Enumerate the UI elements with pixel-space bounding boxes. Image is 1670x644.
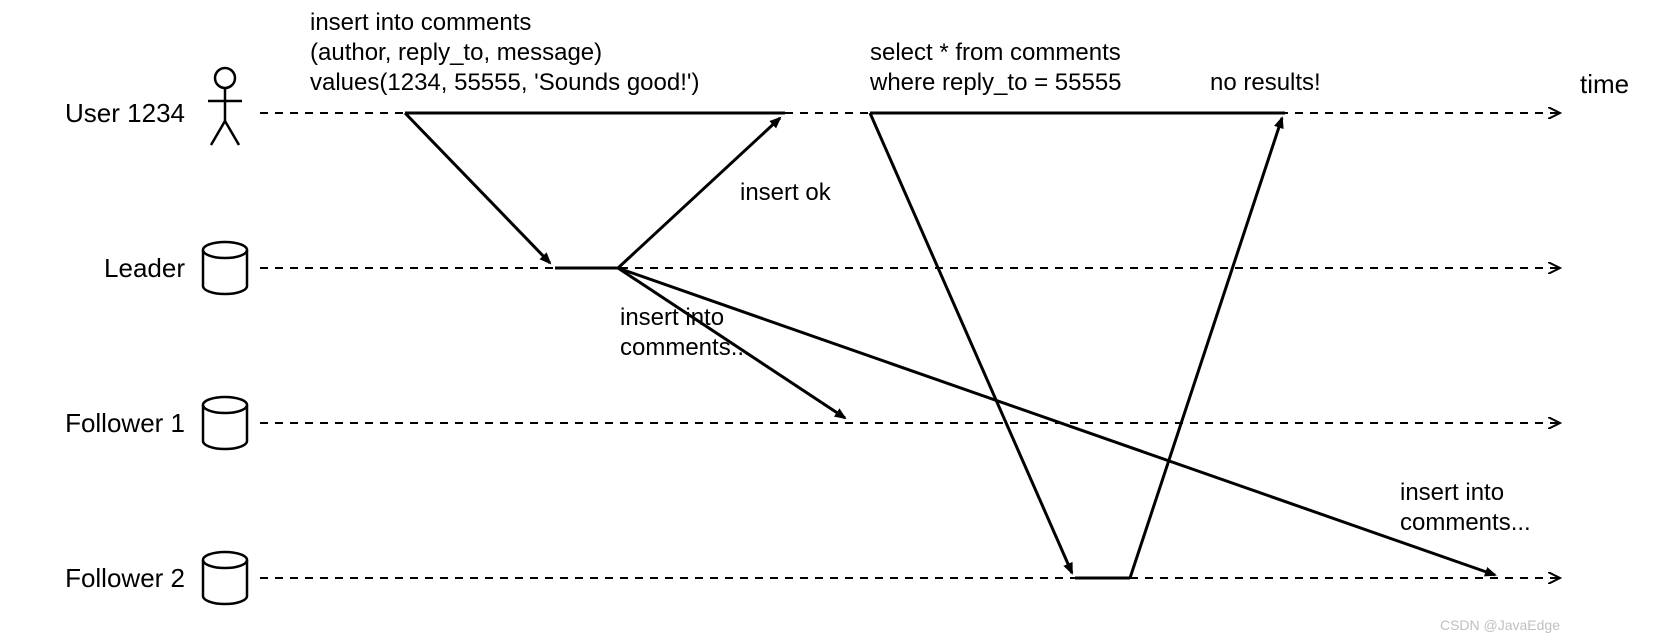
arrow-leader-to-follower2 bbox=[618, 268, 1495, 575]
cylinder-follower1-icon bbox=[203, 397, 247, 449]
select-sql-line1: select * from comments bbox=[870, 39, 1121, 66]
lanes-group bbox=[260, 113, 1560, 578]
insert-sql-line3: values(1234, 55555, 'Sounds good!') bbox=[310, 69, 699, 96]
watermark: CSDN @JavaEdge bbox=[1440, 617, 1560, 633]
insert-comments-label-1a: insert into bbox=[620, 304, 724, 331]
arrow-user-to-leader bbox=[405, 113, 550, 263]
select-sql-line2: where reply_to = 55555 bbox=[869, 69, 1122, 96]
cylinder-follower2-icon bbox=[203, 552, 247, 604]
insert-comments-label-2a: insert into bbox=[1400, 479, 1504, 506]
time-label: time bbox=[1580, 69, 1629, 99]
lane-label-user: User 1234 bbox=[65, 98, 185, 128]
cylinder-leader-icon bbox=[203, 242, 247, 294]
lane-label-leader: Leader bbox=[104, 253, 185, 283]
arrow-follower2-to-user bbox=[1130, 118, 1282, 578]
insert-comments-label-2b: comments... bbox=[1400, 509, 1531, 536]
lane-label-follower2: Follower 2 bbox=[65, 563, 185, 593]
insert-sql-line2: (author, reply_to, message) bbox=[310, 39, 602, 66]
insert-ok-label: insert ok bbox=[740, 179, 832, 206]
insert-sql-line1: insert into comments bbox=[310, 9, 531, 36]
stick-figure-icon bbox=[208, 68, 242, 145]
lane-label-follower1: Follower 1 bbox=[65, 408, 185, 438]
no-results-label: no results! bbox=[1210, 69, 1321, 96]
insert-comments-label-1b: comments... bbox=[620, 334, 751, 361]
arrow-user-to-follower2 bbox=[870, 113, 1072, 573]
message-arrows bbox=[405, 113, 1495, 578]
